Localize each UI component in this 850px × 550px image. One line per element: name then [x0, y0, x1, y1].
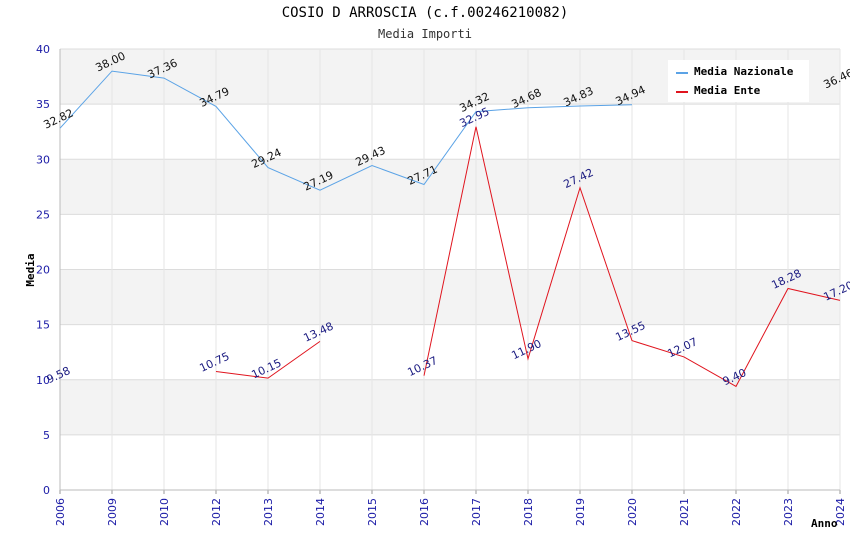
x-tick-label: 2014	[314, 498, 327, 526]
x-tick-label: 2021	[678, 498, 691, 526]
chart-title: COSIO D ARROSCIA (c.f.00246210082)	[281, 5, 569, 21]
x-tick-label: 2018	[522, 498, 535, 526]
x-tick-label: 2016	[418, 498, 431, 526]
legend-label-nazionale: Media Nazionale	[694, 65, 794, 78]
series-layer	[59, 70, 841, 388]
series-line-nazionale	[59, 70, 633, 191]
plot-band	[60, 159, 840, 215]
series-line-ente	[215, 340, 321, 379]
x-tick-label: 2009	[106, 498, 119, 526]
legend-box	[668, 60, 809, 102]
legend: Media Nazionale Media Ente	[668, 60, 809, 102]
y-tick-label: 25	[36, 208, 50, 221]
x-tick-label: 2017	[470, 498, 483, 526]
plot-background-bands	[60, 49, 840, 435]
y-tick-label: 10	[36, 374, 50, 387]
x-axis-ticks: 2006 2009 2010 2012 2013 2014 2015 2016 2017 2018…	[54, 498, 847, 526]
y-tick-label: 15	[36, 319, 50, 332]
y-tick-label: 5	[43, 429, 50, 442]
x-axis-title: Anno	[811, 517, 838, 530]
y-axis-ticks: 0 5 10 15 20 25 30 35 40	[36, 43, 50, 497]
x-tick-label: 2019	[574, 498, 587, 526]
x-tick-label: 2020	[626, 498, 639, 526]
data-label-ente: 10.37	[405, 354, 439, 379]
y-tick-label: 0	[43, 484, 50, 497]
y-tick-label: 30	[36, 153, 50, 166]
x-tick-label: 2010	[158, 498, 171, 526]
series-line-ente	[423, 126, 841, 388]
data-label-ente: 10.75	[197, 350, 231, 375]
x-tick-label: 2022	[730, 498, 743, 526]
axes	[59, 49, 841, 494]
x-tick-label: 2013	[262, 498, 275, 526]
plot-band	[60, 379, 840, 435]
y-axis-title: Media	[24, 253, 37, 286]
chart-subtitle: Media Importi	[378, 27, 472, 41]
y-tick-label: 35	[36, 98, 50, 111]
x-tick-label: 2015	[366, 498, 379, 526]
y-tick-label: 20	[36, 264, 50, 277]
plot-band	[60, 269, 840, 325]
legend-label-ente: Media Ente	[694, 84, 761, 97]
x-tick-label: 2012	[210, 498, 223, 526]
x-tick-label: 2023	[782, 498, 795, 526]
x-tick-label: 2006	[54, 498, 67, 526]
x-tick-label: 2024	[834, 498, 847, 526]
data-label-ente: 11.90	[509, 337, 543, 362]
y-tick-label: 40	[36, 43, 50, 56]
